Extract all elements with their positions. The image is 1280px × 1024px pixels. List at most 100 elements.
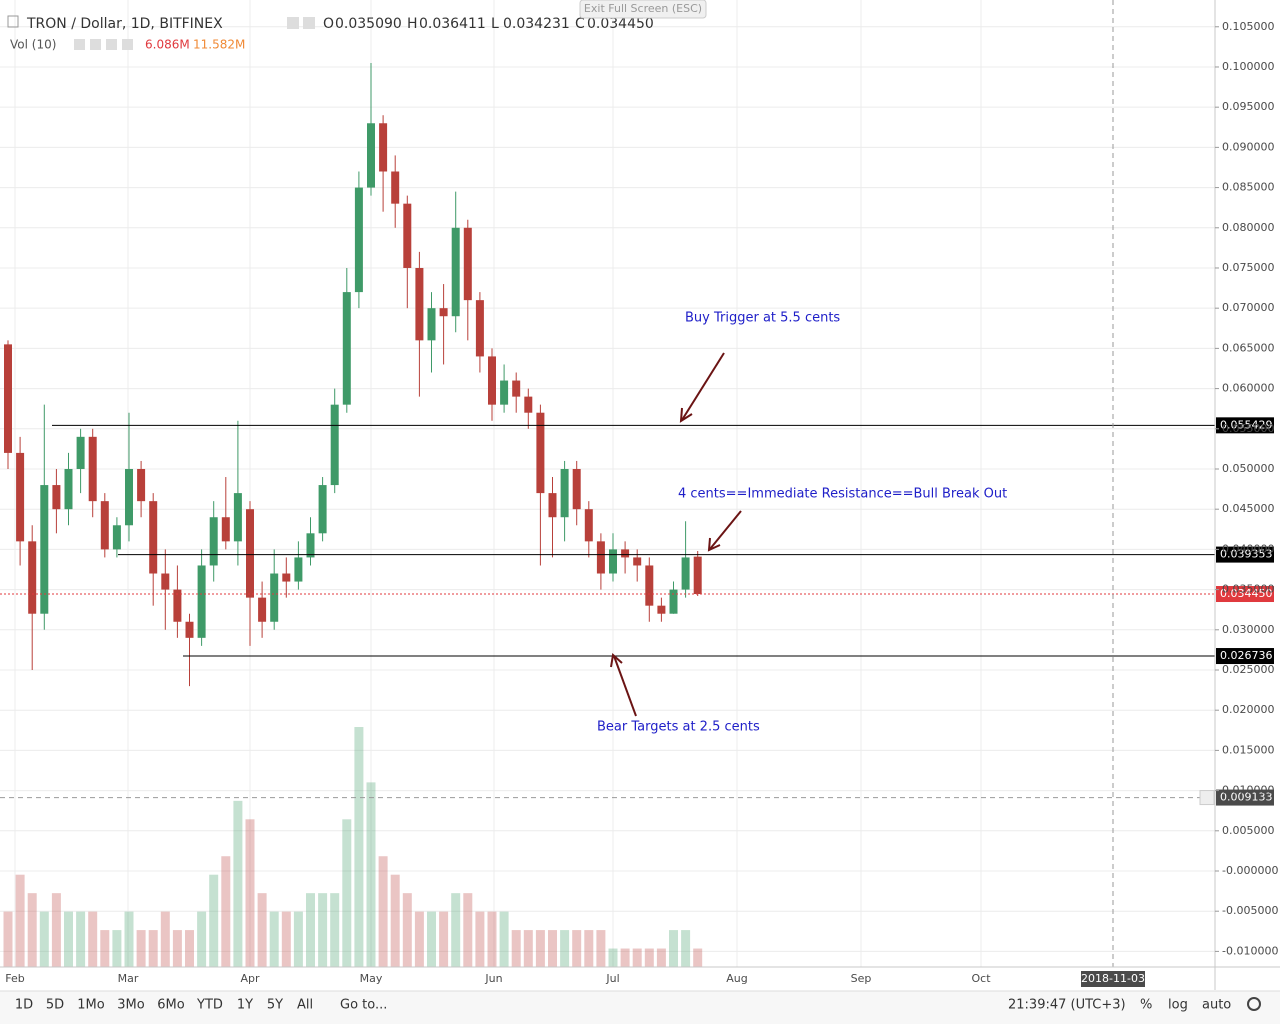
indicator-icon[interactable] — [74, 39, 85, 50]
volume-bar — [596, 930, 606, 967]
volume-bar — [523, 930, 533, 967]
candle-body — [149, 501, 158, 574]
percent-toggle[interactable]: % — [1140, 998, 1152, 1013]
y-tick-label: 0.050000 — [1222, 462, 1275, 475]
price-label-box — [1216, 586, 1274, 603]
indicator-icon[interactable] — [122, 39, 133, 50]
y-tick-label: 0.060000 — [1222, 382, 1275, 395]
candle-body — [173, 589, 182, 622]
candle-body — [221, 517, 230, 542]
log-toggle[interactable]: log — [1168, 998, 1188, 1013]
volume-bar — [535, 930, 545, 967]
volume-bar — [511, 930, 521, 967]
price-label-box — [1216, 417, 1274, 434]
candle-body — [209, 517, 218, 566]
candle-body — [560, 468, 569, 518]
volume-bar — [318, 893, 328, 967]
range-button[interactable]: 3Mo — [117, 998, 144, 1013]
y-tick-label: 0.025000 — [1222, 663, 1275, 676]
ohlc-value: 0.035090 — [335, 16, 402, 32]
indicator-icon[interactable] — [106, 39, 117, 50]
ohlc-value: 0.036411 — [419, 16, 486, 32]
clock: 21:39:47 (UTC+3) — [1008, 998, 1126, 1013]
candle-body — [88, 436, 97, 502]
candle-body — [669, 589, 678, 614]
candle-body — [100, 501, 109, 550]
candle-body — [415, 267, 424, 341]
exit-fullscreen[interactable] — [579, 0, 707, 19]
volume-bar — [172, 930, 182, 967]
candle-body — [536, 412, 545, 494]
volume-bar — [3, 911, 13, 967]
volume-bar — [656, 948, 666, 967]
x-tick-label: May — [360, 972, 383, 985]
candle-body — [318, 485, 327, 534]
indicator-icon[interactable] — [90, 39, 101, 50]
range-button[interactable]: 5D — [46, 998, 64, 1013]
auto-toggle[interactable]: auto — [1202, 998, 1231, 1013]
arrows — [610, 352, 742, 717]
y-tick-label: -0.010000 — [1222, 944, 1278, 957]
volume-bar — [281, 911, 291, 967]
range-button[interactable]: 1Y — [237, 998, 253, 1013]
annotation: 4 cents==Immediate Resistance==Bull Brea… — [678, 487, 1007, 502]
y-tick-label: 0.070000 — [1222, 301, 1275, 314]
volume-bar — [439, 911, 449, 967]
x-tick-label: Aug — [726, 972, 747, 985]
ohlc-key: H — [407, 16, 418, 32]
price-label: 0.034450 — [1220, 587, 1273, 600]
candle-body — [633, 557, 642, 566]
price-label: 0.026736 — [1220, 649, 1273, 662]
candle-body — [246, 509, 254, 598]
price-label: 0.055429 — [1220, 418, 1273, 431]
arrow — [681, 352, 725, 421]
range-button[interactable]: All — [297, 998, 313, 1013]
x-tick-label: Apr — [240, 972, 260, 985]
crosshair-plus[interactable] — [1199, 790, 1215, 806]
volume-bar — [160, 911, 170, 967]
indicator-name: Vol (10) — [10, 38, 56, 52]
ohlc: O 0.035090 H 0.036411 L 0.034231 C 0.034450 — [323, 16, 654, 32]
range-button[interactable]: 1D — [15, 998, 33, 1013]
candle-body — [161, 573, 170, 590]
range-button[interactable]: 5Y — [267, 998, 283, 1013]
volume-bar — [269, 911, 279, 967]
x-tick-label: Feb — [5, 972, 24, 985]
settings-gear[interactable] — [1247, 997, 1261, 1011]
settings-icon[interactable] — [303, 17, 315, 29]
y-tick-label: -0.005000 — [1222, 904, 1278, 917]
y-tick-label: 0.055000 — [1222, 422, 1275, 435]
y-tick-label: 0.015000 — [1222, 743, 1275, 756]
settings-icon[interactable] — [287, 17, 299, 29]
range-button[interactable]: YTD — [196, 998, 223, 1013]
crosshair-date: 2018-11-03 — [1081, 972, 1145, 985]
arrow — [709, 510, 742, 550]
range-button[interactable]: 1Mo — [77, 998, 104, 1013]
candle-body — [233, 493, 242, 542]
candle-body — [28, 541, 37, 614]
candle-body — [40, 485, 49, 614]
candle-body — [379, 123, 388, 172]
volume-bar — [584, 930, 594, 967]
candle-body — [258, 597, 267, 622]
candle-body — [391, 171, 400, 204]
volume-bar — [293, 911, 303, 967]
volume-bar — [669, 930, 678, 967]
goto-button[interactable]: Go to... — [340, 998, 387, 1013]
volume-bar — [451, 893, 461, 967]
y-axis: 0.105000 0.100000 0.095000 0.090000 0.085000… — [1215, 20, 1278, 957]
candle-body — [693, 556, 702, 595]
volume-bar — [475, 911, 485, 967]
range-button[interactable]: 6Mo — [157, 998, 184, 1013]
arrow-head — [707, 537, 721, 552]
candle-body — [342, 292, 351, 405]
price-label: 0.039353 — [1220, 548, 1273, 561]
candle-body — [76, 436, 85, 469]
volume-bar — [342, 819, 352, 967]
volume-bar — [366, 782, 376, 967]
collapse-icon[interactable] — [7, 15, 19, 28]
volume-bar — [27, 893, 37, 967]
ohlc-key: C — [575, 16, 585, 32]
volume-bar — [185, 930, 194, 967]
